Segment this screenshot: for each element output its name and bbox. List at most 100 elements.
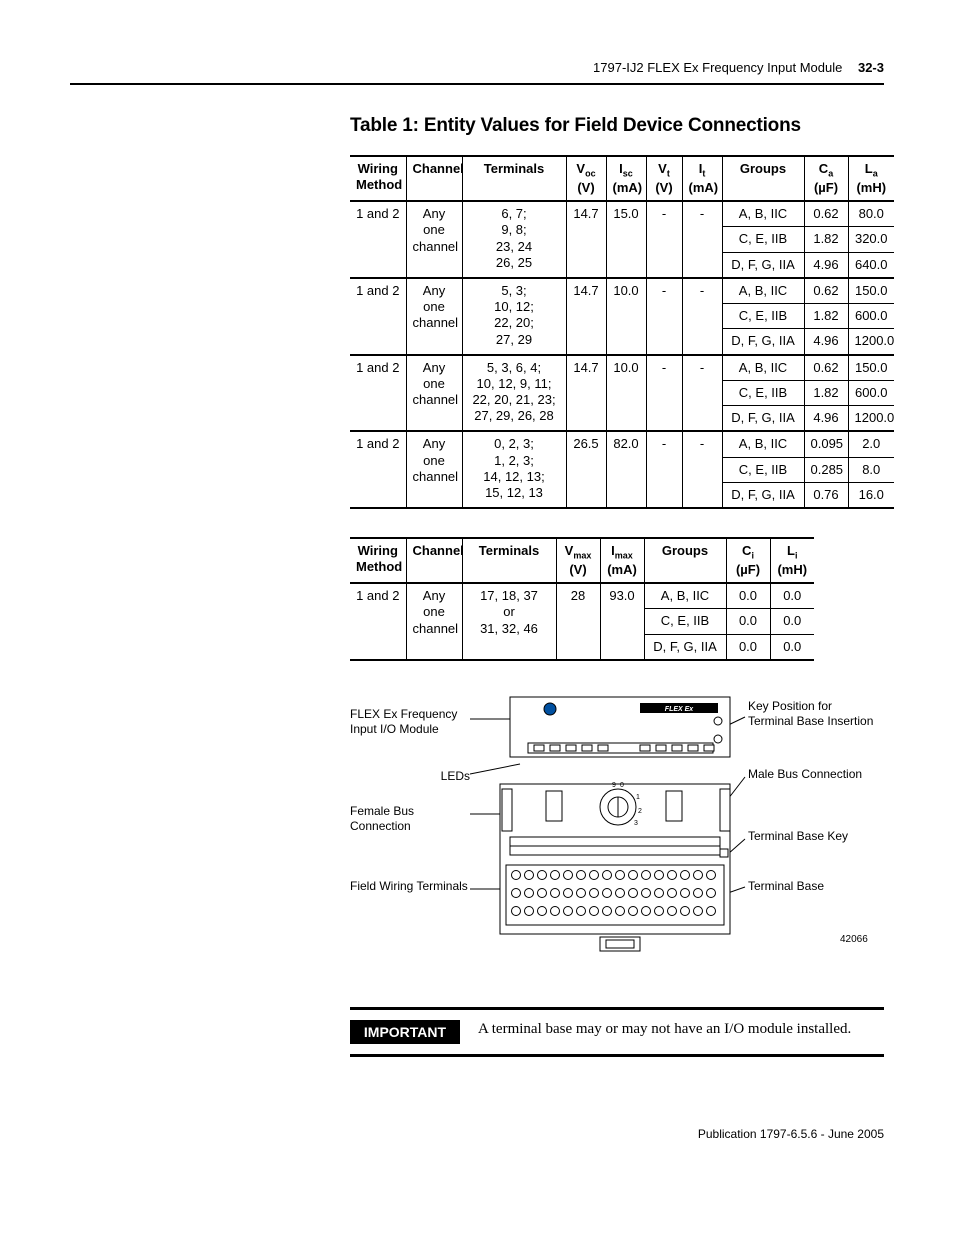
cell-channel: Any one channel <box>406 201 462 278</box>
cell-la: 1200.0 <box>848 406 894 432</box>
col-channel: Channel <box>406 538 462 583</box>
cell-groups: C, E, IIB <box>722 304 804 329</box>
cell-imax: 93.0 <box>600 583 644 660</box>
table-row: 1 and 2Any one channel5, 3, 6, 4; 10, 12… <box>350 355 894 381</box>
publication-line: Publication 1797-6.5.6 - June 2005 <box>350 1127 884 1141</box>
important-block: IMPORTANT A terminal base may or may not… <box>350 1007 884 1057</box>
cell-groups: C, E, IIB <box>644 609 726 634</box>
svg-text:FLEX Ex: FLEX Ex <box>665 706 695 713</box>
cell-voc: 14.7 <box>566 355 606 432</box>
cell-isc: 10.0 <box>606 355 646 432</box>
cell-isc: 82.0 <box>606 431 646 508</box>
cell-ci: 0.0 <box>726 609 770 634</box>
cell-groups: D, F, G, IIA <box>644 634 726 660</box>
cell-la: 600.0 <box>848 304 894 329</box>
running-header: 1797-IJ2 FLEX Ex Frequency Input Module … <box>70 60 884 81</box>
cell-groups: A, B, IIC <box>722 201 804 227</box>
cell-channel: Any one channel <box>406 278 462 355</box>
col-isc: Isc(mA) <box>606 156 646 201</box>
cell-it: - <box>682 201 722 278</box>
cell-voc: 14.7 <box>566 278 606 355</box>
table1-title: Table 1: Entity Values for Field Device … <box>350 115 884 137</box>
cell-voc: 26.5 <box>566 431 606 508</box>
svg-text:2: 2 <box>638 808 642 815</box>
cell-it: - <box>682 355 722 432</box>
important-tag: IMPORTANT <box>350 1020 460 1044</box>
cell-ca: 0.285 <box>804 457 848 482</box>
col-wiring: Wiring Method <box>350 538 406 583</box>
cell-ci: 0.0 <box>726 634 770 660</box>
module-diagram: FLEX Ex Frequency Input I/O Module LEDs … <box>350 689 884 989</box>
col-channel: Channel <box>406 156 462 201</box>
cell-ca: 4.96 <box>804 329 848 355</box>
image-number: 42066 <box>840 934 868 945</box>
cell-ca: 4.96 <box>804 406 848 432</box>
cell-vmax: 28 <box>556 583 600 660</box>
cell-ca: 0.76 <box>804 482 848 508</box>
label-flex-module: FLEX Ex Frequency Input I/O Module <box>350 707 470 737</box>
cell-channel: Any one channel <box>406 583 462 660</box>
cell-wiring: 1 and 2 <box>350 431 406 508</box>
col-terminals: Terminals <box>462 156 566 201</box>
label-key-position: Key Position for Terminal Base Insertion <box>748 699 878 729</box>
cell-la: 150.0 <box>848 355 894 381</box>
col-ca: Ca(µF) <box>804 156 848 201</box>
col-ci: Ci(µF) <box>726 538 770 583</box>
cell-vt: - <box>646 278 682 355</box>
cell-terminals: 17, 18, 37 or 31, 32, 46 <box>462 583 556 660</box>
cell-li: 0.0 <box>770 583 814 609</box>
col-li: Li(mH) <box>770 538 814 583</box>
col-vt: Vt(V) <box>646 156 682 201</box>
cell-la: 80.0 <box>848 201 894 227</box>
table-row: 1 and 2Any one channel6, 7; 9, 8; 23, 24… <box>350 201 894 227</box>
cell-groups: D, F, G, IIA <box>722 329 804 355</box>
cell-isc: 15.0 <box>606 201 646 278</box>
table-row: 1 and 2Any one channel17, 18, 37 or 31, … <box>350 583 814 609</box>
cell-ca: 0.095 <box>804 431 848 457</box>
svg-text:3: 3 <box>634 820 638 827</box>
cell-groups: D, F, G, IIA <box>722 482 804 508</box>
cell-ca: 0.62 <box>804 278 848 304</box>
doc-title: 1797-IJ2 FLEX Ex Frequency Input Module <box>593 60 842 75</box>
cell-wiring: 1 and 2 <box>350 583 406 660</box>
cell-voc: 14.7 <box>566 201 606 278</box>
cell-la: 600.0 <box>848 380 894 405</box>
cell-li: 0.0 <box>770 609 814 634</box>
cell-la: 640.0 <box>848 252 894 278</box>
cell-vt: - <box>646 201 682 278</box>
cell-groups: D, F, G, IIA <box>722 252 804 278</box>
cell-groups: A, B, IIC <box>722 431 804 457</box>
cell-la: 1200.0 <box>848 329 894 355</box>
cell-vt: - <box>646 355 682 432</box>
cell-groups: C, E, IIB <box>722 380 804 405</box>
cell-la: 320.0 <box>848 227 894 252</box>
col-terminals: Terminals <box>462 538 556 583</box>
cell-it: - <box>682 278 722 355</box>
cell-ca: 0.62 <box>804 355 848 381</box>
table-row: 1 and 2Any one channel0, 2, 3; 1, 2, 3; … <box>350 431 894 457</box>
col-wiring: Wiring Method <box>350 156 406 201</box>
cell-terminals: 5, 3; 10, 12; 22, 20; 27, 29 <box>462 278 566 355</box>
cell-isc: 10.0 <box>606 278 646 355</box>
cell-wiring: 1 and 2 <box>350 201 406 278</box>
important-text: A terminal base may or may not have an I… <box>478 1020 884 1040</box>
cell-terminals: 6, 7; 9, 8; 23, 24 26, 25 <box>462 201 566 278</box>
col-imax: Imax(mA) <box>600 538 644 583</box>
cell-terminals: 5, 3, 6, 4; 10, 12, 9, 11; 22, 20, 21, 2… <box>462 355 566 432</box>
cell-ca: 1.82 <box>804 380 848 405</box>
col-groups: Groups <box>722 156 804 201</box>
col-la: La(mH) <box>848 156 894 201</box>
cell-groups: A, B, IIC <box>722 278 804 304</box>
cell-groups: A, B, IIC <box>644 583 726 609</box>
col-vmax: Vmax(V) <box>556 538 600 583</box>
table-row: 1 and 2Any one channel5, 3; 10, 12; 22, … <box>350 278 894 304</box>
cell-ca: 4.96 <box>804 252 848 278</box>
cell-groups: C, E, IIB <box>722 457 804 482</box>
cell-groups: C, E, IIB <box>722 227 804 252</box>
cell-terminals: 0, 2, 3; 1, 2, 3; 14, 12, 13; 15, 12, 13 <box>462 431 566 508</box>
label-terminal-base-key: Terminal Base Key <box>748 829 878 844</box>
cell-li: 0.0 <box>770 634 814 660</box>
cell-la: 8.0 <box>848 457 894 482</box>
cell-la: 2.0 <box>848 431 894 457</box>
cell-channel: Any one channel <box>406 355 462 432</box>
